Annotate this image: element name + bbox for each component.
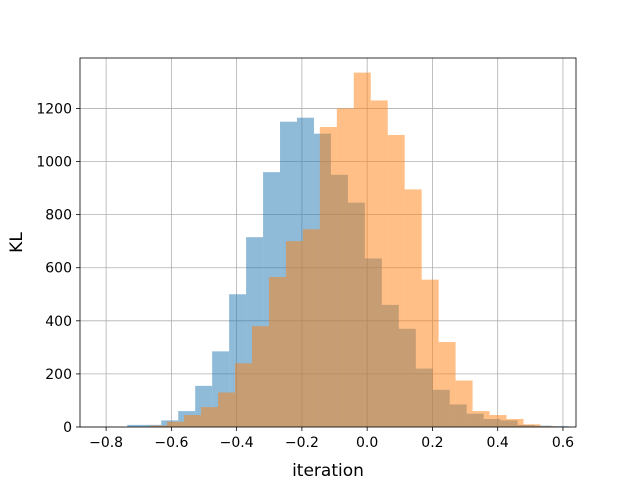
y-tick-label: 600 <box>45 261 72 277</box>
histogram-bar <box>218 392 235 427</box>
x-tick-label: −0.2 <box>285 435 319 451</box>
histogram-bar <box>268 277 286 427</box>
x-tick-label: −0.8 <box>89 435 123 451</box>
series-1-bars <box>150 72 558 428</box>
histogram-bar <box>319 127 337 428</box>
y-tick-label: 1200 <box>36 101 72 117</box>
x-tick-label: 0.6 <box>552 435 574 451</box>
x-tick-label: 0.2 <box>421 435 443 451</box>
x-tick-label: −0.4 <box>220 435 254 451</box>
histogram-bar <box>472 411 490 427</box>
histogram-bar <box>455 380 473 427</box>
histogram-bar <box>387 134 405 428</box>
histogram-bar <box>285 241 303 427</box>
histogram-bar <box>421 279 439 427</box>
histogram-bar <box>353 72 371 428</box>
histogram-bar <box>201 407 219 427</box>
x-tick-label: 0.4 <box>487 435 509 451</box>
x-tick-label: −0.6 <box>154 435 188 451</box>
histogram-bar <box>489 415 507 427</box>
histogram-bar <box>438 342 456 427</box>
histogram-bar <box>523 424 541 427</box>
x-tick-label: 0.0 <box>356 435 378 451</box>
y-axis-label: KL <box>7 232 27 253</box>
histogram-bar <box>167 421 185 427</box>
y-tick-label: 400 <box>45 314 72 330</box>
histogram-bar <box>370 100 388 427</box>
histogram-bar <box>404 189 422 427</box>
histogram-bar <box>506 419 524 427</box>
axis-ticks: −0.8 −0.6 −0.4 −0.2 0.0 0.2 0.4 0.6 0 200 400 600 80… <box>36 101 574 451</box>
histogram-bar <box>251 326 269 427</box>
histogram-bar <box>235 363 252 427</box>
x-axis-label: iteration <box>292 461 364 480</box>
y-tick-label: 0 <box>63 420 72 436</box>
histogram-bar <box>336 108 354 428</box>
y-tick-label: 200 <box>45 367 72 383</box>
histogram-bar <box>184 415 202 427</box>
histogram-bar <box>302 229 320 427</box>
histogram-bar <box>150 425 168 427</box>
y-tick-label: 800 <box>45 208 72 224</box>
histogram-bar <box>127 424 145 427</box>
plot-area-frame <box>79 57 577 428</box>
histogram-bars <box>127 72 569 428</box>
y-tick-label: 1000 <box>36 155 72 171</box>
